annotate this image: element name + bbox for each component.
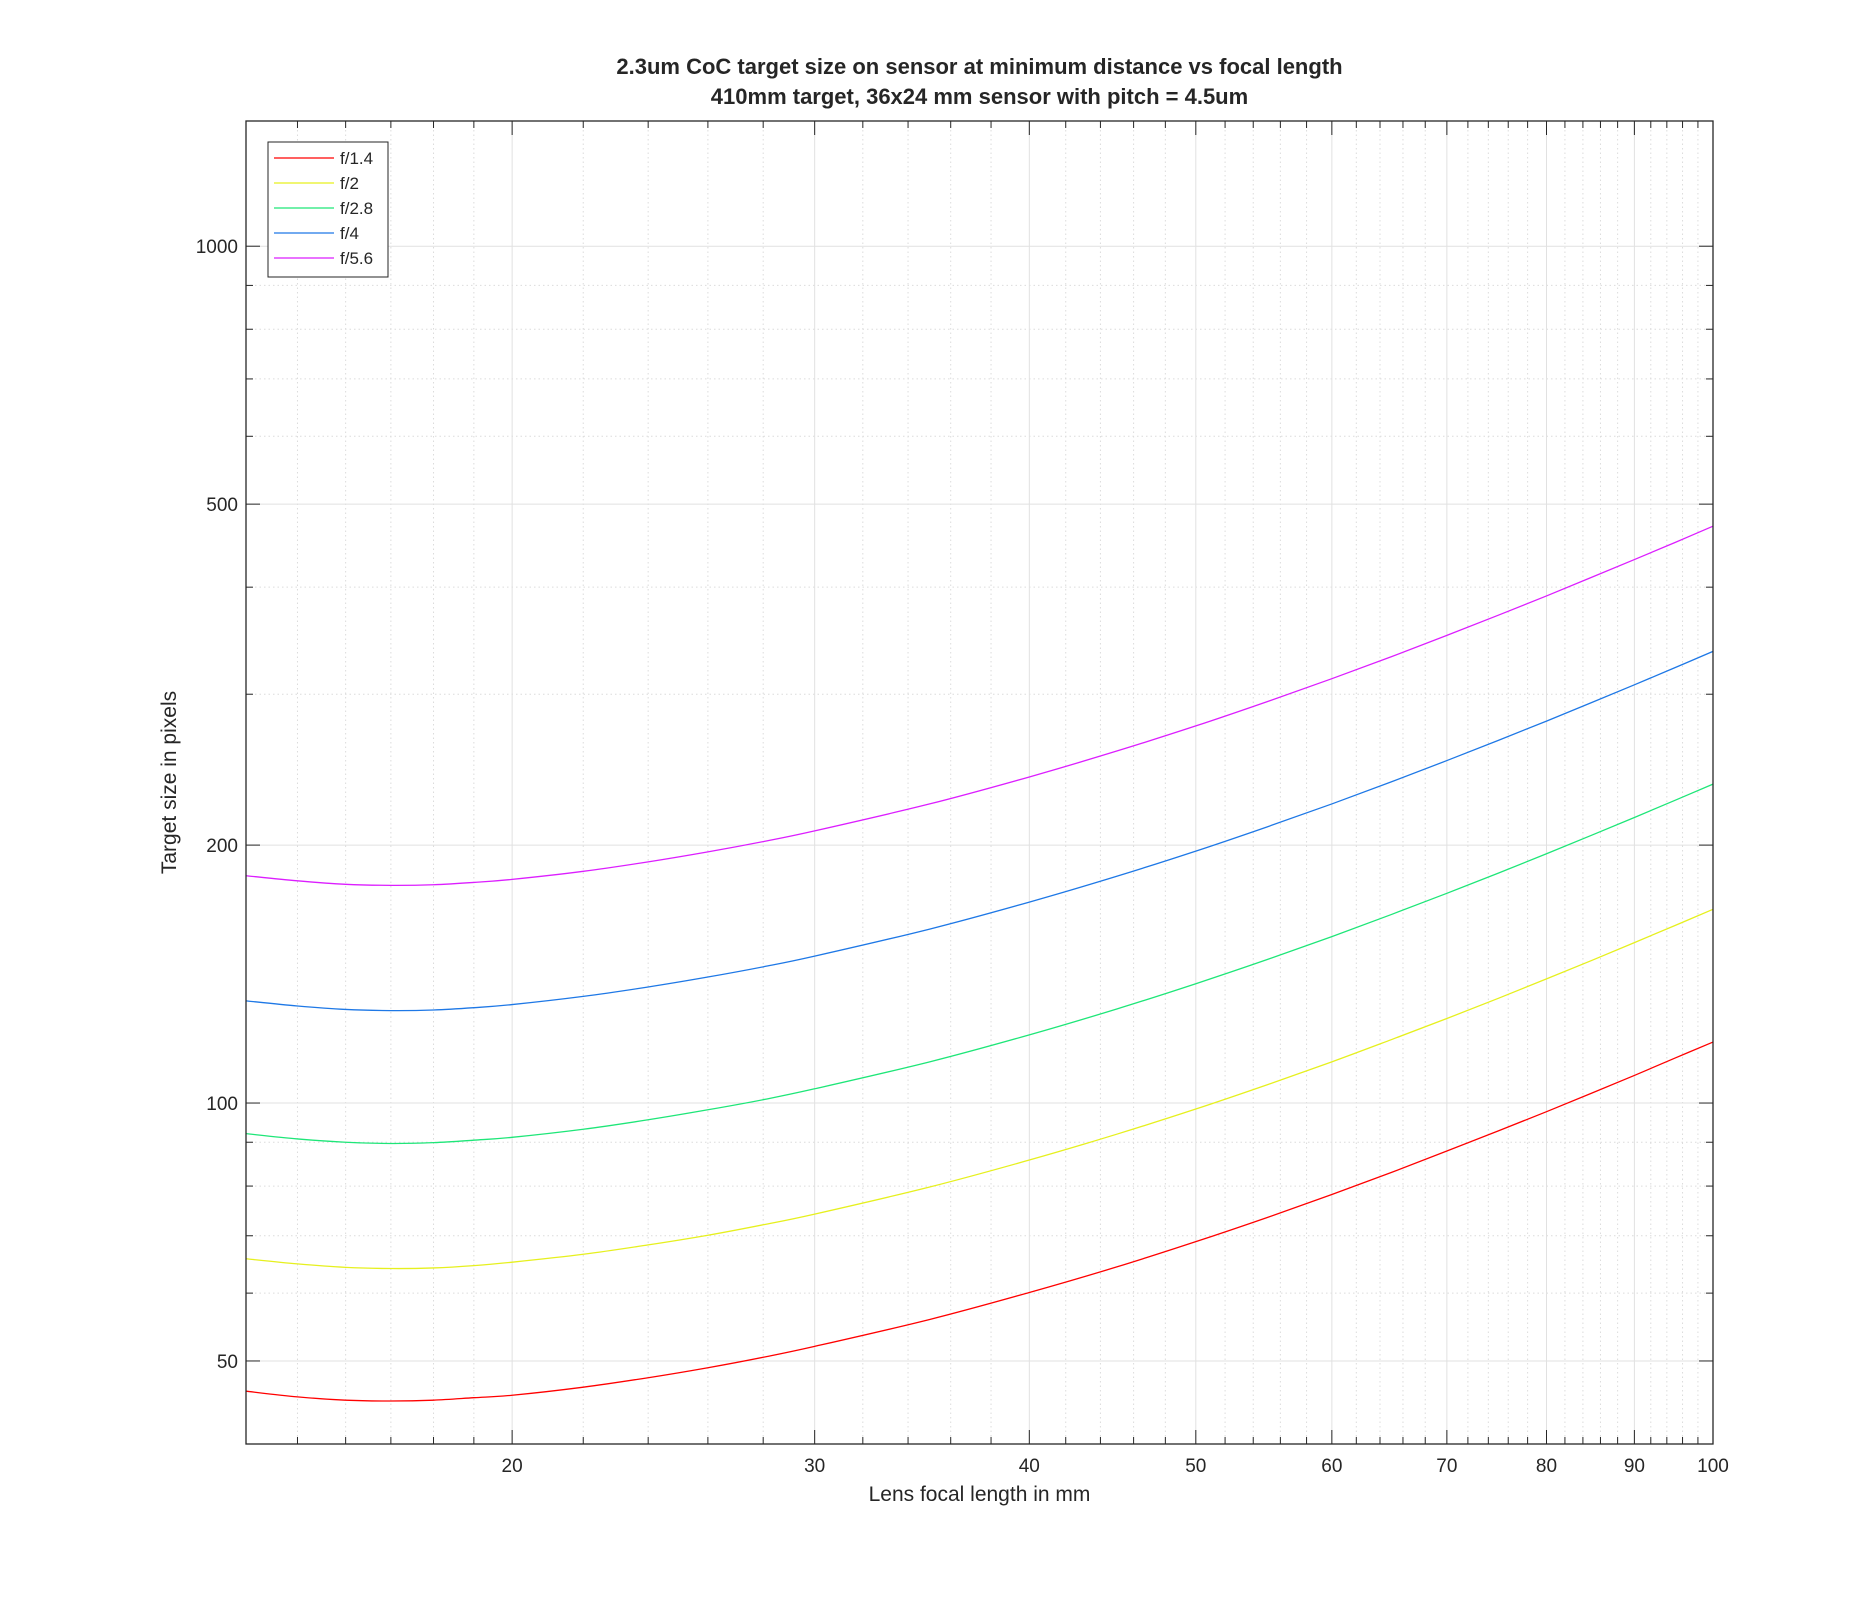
series-line-5: [245, 525, 1714, 887]
minor-grid: [246, 121, 1713, 1445]
legend-label: f/2.8: [340, 199, 373, 218]
x-axis-label: Lens focal length in mm: [869, 1483, 1091, 1506]
legend-label: f/4: [340, 224, 359, 243]
x-tick-label: 30: [804, 1456, 825, 1477]
series-line-4: [245, 650, 1714, 1012]
legend: f/1.4 f/2 f/2.8 f/4 f/5.6: [267, 141, 389, 278]
y-tick-label: 200: [206, 836, 238, 857]
series-line-3: [245, 783, 1714, 1145]
legend-label: f/1.4: [340, 149, 373, 168]
x-tick-label: 100: [1697, 1456, 1729, 1477]
x-tick-label: 50: [1185, 1456, 1206, 1477]
y-tick-label: 100: [206, 1094, 238, 1115]
x-tick-label: 80: [1536, 1456, 1557, 1477]
x-tick-label: 90: [1624, 1456, 1645, 1477]
y-tick-label: 1000: [196, 237, 238, 258]
chart-subtitle: 410mm target, 36x24 mm sensor with pitch…: [711, 84, 1248, 109]
y-tick-label: 500: [206, 495, 238, 516]
legend-label: f/5.6: [340, 249, 373, 268]
chart-title: 2.3um CoC target size on sensor at minim…: [616, 54, 1342, 79]
series-line-1: [245, 1041, 1714, 1402]
axis-ticks: [246, 121, 1714, 1445]
axes-box: [245, 120, 1714, 1445]
x-tick-label: 60: [1321, 1456, 1342, 1477]
tick-labels: 20 30 40 50 60 70 80 90 100 50 100 200 500 1000: [196, 237, 1729, 1477]
y-tick-label: 50: [217, 1352, 238, 1373]
y-axis-label: Target size in pixels: [158, 691, 181, 874]
series-lines: [245, 525, 1714, 1402]
series-line-2: [245, 908, 1714, 1270]
x-tick-label: 20: [502, 1456, 523, 1477]
plot-area: [246, 121, 1713, 1444]
legend-label: f/2: [340, 174, 359, 193]
legend-box: [267, 141, 389, 278]
x-tick-label: 70: [1436, 1456, 1457, 1477]
x-tick-label: 40: [1019, 1456, 1040, 1477]
